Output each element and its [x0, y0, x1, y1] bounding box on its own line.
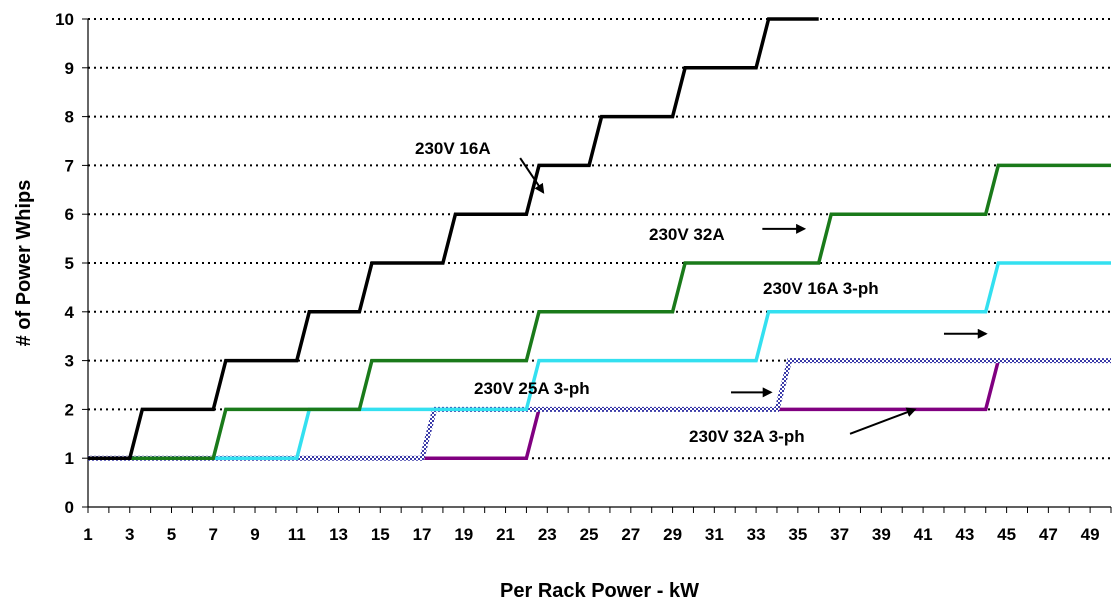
x-tick-label: 35 — [788, 525, 807, 544]
x-tick-label: 13 — [329, 525, 348, 544]
x-tick-label: 21 — [496, 525, 515, 544]
series-line-230v-16a — [88, 17, 819, 460]
x-tick-label: 41 — [914, 525, 933, 544]
y-tick-label: 1 — [65, 449, 74, 468]
y-tick-label: 5 — [65, 254, 74, 273]
x-tick-label: 47 — [1039, 525, 1058, 544]
x-tick-label: 25 — [580, 525, 599, 544]
y-tick-label: 6 — [65, 205, 74, 224]
annotations: 230V 16A 230V 32A 230V 16A 3-ph 230V 25A 3-… — [415, 139, 988, 446]
x-tick-label: 11 — [288, 525, 306, 544]
x-tick-label: 29 — [663, 525, 682, 544]
x-tick-label: 37 — [830, 525, 849, 544]
x-tick-labels: 1 3 5 7 9 11 13 15 17 19 21 23 25 27 29 31 33 35 37 39 41 43 4… — [83, 525, 1099, 544]
x-tick-label: 27 — [621, 525, 640, 544]
y-tick-label: 2 — [65, 400, 74, 419]
x-tick-label: 17 — [413, 525, 432, 544]
annotation-label: 230V 25A 3-ph — [474, 379, 590, 398]
x-tick-label: 5 — [167, 525, 176, 544]
annotation-label: 230V 16A 3-ph — [763, 279, 879, 298]
x-tick-label: 43 — [955, 525, 974, 544]
x-tick-label: 19 — [454, 525, 473, 544]
annotation-arrow — [519, 157, 545, 194]
series-line-230v-16a-3-ph — [88, 261, 1111, 460]
x-tick-label: 15 — [371, 525, 390, 544]
x-tick-label: 9 — [250, 525, 259, 544]
grid-lines — [88, 18, 1111, 460]
x-tick-label: 3 — [125, 525, 134, 544]
annotation-label: 230V 32A 3-ph — [689, 427, 805, 446]
y-tick-label: 3 — [65, 352, 74, 371]
annotation-label: 230V 32A — [649, 225, 725, 244]
y-axis-title: # of Power Whips — [13, 180, 35, 347]
axes — [82, 18, 1112, 513]
x-tick-label: 45 — [997, 525, 1016, 544]
y-tick-label: 0 — [65, 498, 74, 517]
x-axis-title: Per Rack Power - kW — [500, 580, 699, 602]
y-tick-label: 7 — [65, 156, 74, 175]
series-line-230v-25a-3-ph — [88, 358, 1111, 461]
x-tick-label: 31 — [705, 525, 724, 544]
x-tick-label: 39 — [872, 525, 891, 544]
x-tick-label: 33 — [747, 525, 766, 544]
x-tick-label: 7 — [209, 525, 218, 544]
y-tick-label: 9 — [65, 59, 74, 78]
series-line-230v-32a — [88, 163, 1111, 460]
x-tick-label: 49 — [1081, 525, 1100, 544]
y-tick-labels: 0 1 2 3 4 5 6 7 8 9 10 — [55, 10, 74, 517]
x-tick-label: 23 — [538, 525, 557, 544]
y-tick-label: 8 — [65, 108, 74, 127]
y-tick-label: 10 — [55, 10, 74, 29]
series-lines — [88, 17, 1111, 461]
x-tick-label: 1 — [83, 525, 92, 544]
annotation-arrow — [849, 407, 917, 435]
y-tick-label: 4 — [65, 303, 75, 322]
annotation-label: 230V 16A — [415, 139, 491, 158]
